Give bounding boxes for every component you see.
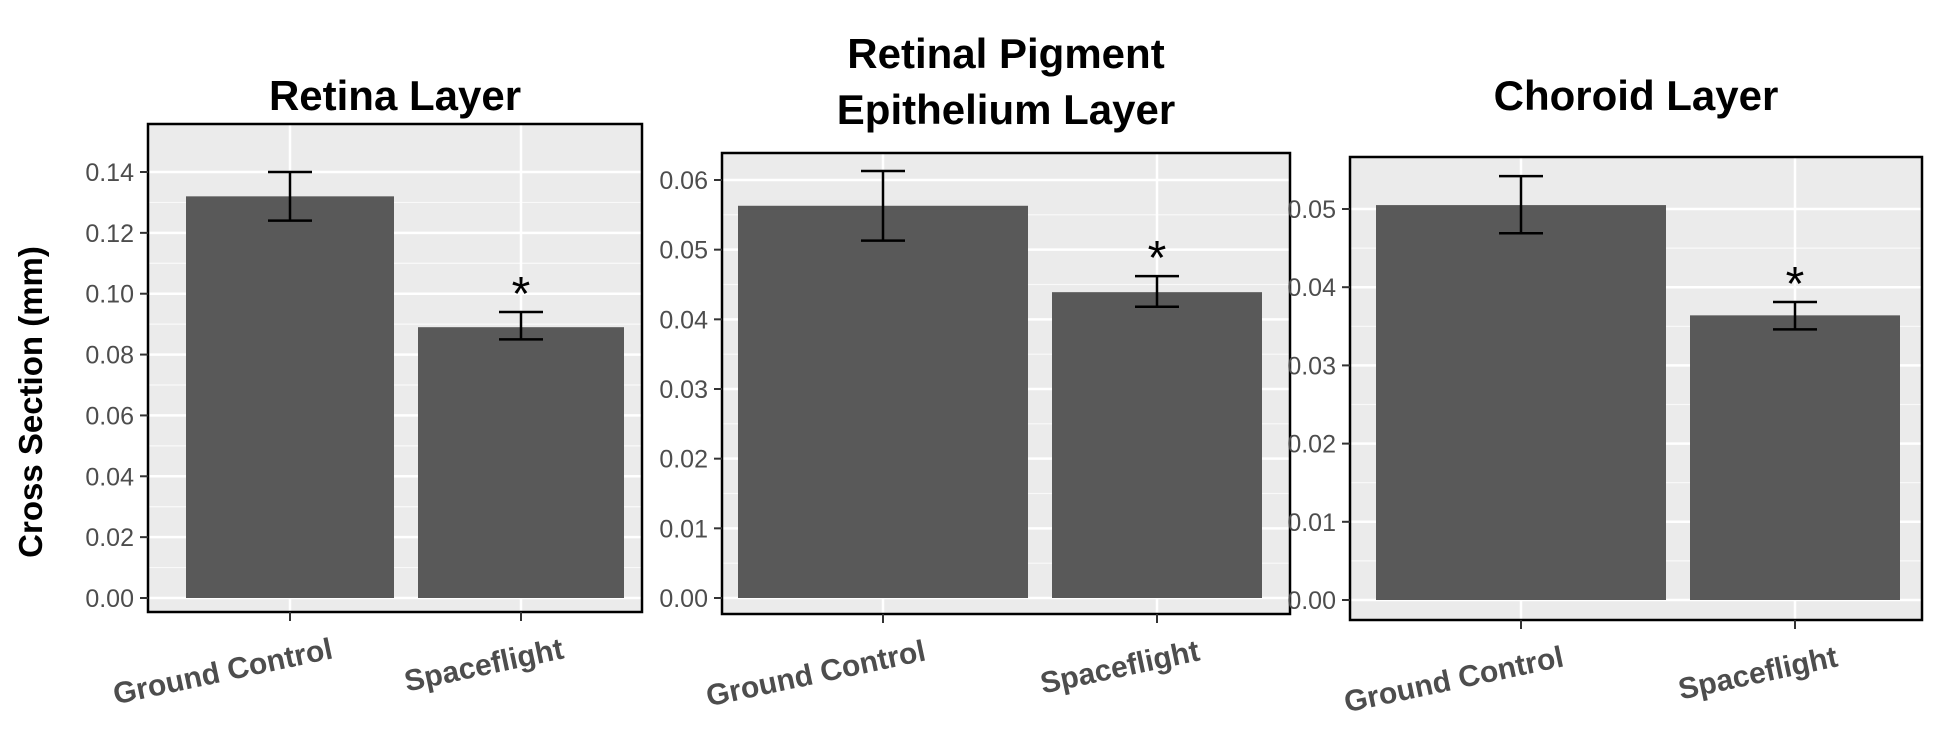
y-axis-label: Cross Section (mm) bbox=[12, 246, 49, 558]
y-tick-label: 0.05 bbox=[1287, 196, 1336, 224]
bar-ground-control bbox=[1376, 205, 1666, 600]
x-tick-label: Ground Control bbox=[110, 633, 335, 712]
x-tick-label: Spaceflight bbox=[1675, 641, 1840, 707]
error-bar bbox=[1773, 300, 1817, 331]
y-tick-label: 0.02 bbox=[85, 524, 134, 552]
chart-panels: * 0.00 0.02 0.04 0.06 0.08 0.10 0.12 0.14 Ground … bbox=[85, 30, 1924, 720]
y-tick-label: 0.06 bbox=[85, 402, 134, 430]
y-tick-label: 0.03 bbox=[659, 376, 708, 404]
y-tick-label: 0.02 bbox=[1287, 431, 1336, 459]
y-tick-label: 0.01 bbox=[659, 515, 708, 543]
chart-title: Retina Layer bbox=[269, 72, 521, 119]
error-bar bbox=[1499, 174, 1543, 235]
error-bar bbox=[861, 169, 905, 242]
y-tick-label: 0.01 bbox=[1287, 509, 1336, 537]
y-tick-label: 0.10 bbox=[85, 281, 134, 309]
chart-title: Choroid Layer bbox=[1494, 72, 1779, 119]
y-tick-label: 0.04 bbox=[1287, 274, 1336, 302]
y-tick-label: 0.12 bbox=[85, 220, 134, 248]
panel-border bbox=[146, 122, 644, 614]
chart-title: Epithelium Layer bbox=[837, 86, 1175, 133]
significance-marker: * bbox=[1148, 232, 1167, 285]
y-tick-label: 0.05 bbox=[659, 237, 708, 265]
error-bar bbox=[268, 170, 312, 222]
panel-border bbox=[720, 151, 1292, 616]
bar-spaceflight bbox=[1690, 315, 1900, 600]
x-tick-label: Ground Control bbox=[1341, 641, 1566, 720]
y-tick-label: 0.06 bbox=[659, 167, 708, 195]
y-tick-label: 0.00 bbox=[659, 585, 708, 613]
chart-panel-1: * 0.00 0.02 0.04 0.06 0.08 0.10 0.12 0.14 Ground … bbox=[85, 72, 644, 712]
chart-title: Retinal Pigment bbox=[847, 30, 1164, 77]
chart-panel-3: * 0.00 0.01 0.02 0.03 0.04 0.05 Ground Control S… bbox=[1287, 72, 1924, 720]
y-tick-label: 0.04 bbox=[659, 306, 708, 334]
error-bar bbox=[1135, 274, 1179, 309]
y-tick-label: 0.08 bbox=[85, 342, 134, 370]
x-tick-label: Ground Control bbox=[703, 635, 928, 714]
bar-ground-control bbox=[738, 205, 1028, 598]
y-tick-label: 0.00 bbox=[1287, 587, 1336, 615]
y-tick-label: 0.04 bbox=[85, 463, 134, 491]
x-tick-label: Spaceflight bbox=[401, 633, 566, 699]
bar-spaceflight bbox=[418, 327, 624, 598]
significance-marker: * bbox=[512, 268, 531, 321]
y-tick-label: 0.00 bbox=[85, 585, 134, 613]
bar-ground-control bbox=[186, 196, 394, 599]
panel-border bbox=[1348, 155, 1924, 622]
y-tick-label: 0.02 bbox=[659, 446, 708, 474]
bar-spaceflight bbox=[1052, 292, 1262, 598]
significance-marker: * bbox=[1786, 258, 1805, 311]
chart-panel-2: * 0.00 0.01 0.02 0.03 0.04 0.05 0.06 Ground Cont… bbox=[659, 30, 1292, 714]
y-tick-label: 0.14 bbox=[85, 159, 134, 187]
error-bar bbox=[499, 310, 543, 341]
y-tick-label: 0.03 bbox=[1287, 352, 1336, 380]
x-tick-label: Spaceflight bbox=[1037, 635, 1202, 701]
